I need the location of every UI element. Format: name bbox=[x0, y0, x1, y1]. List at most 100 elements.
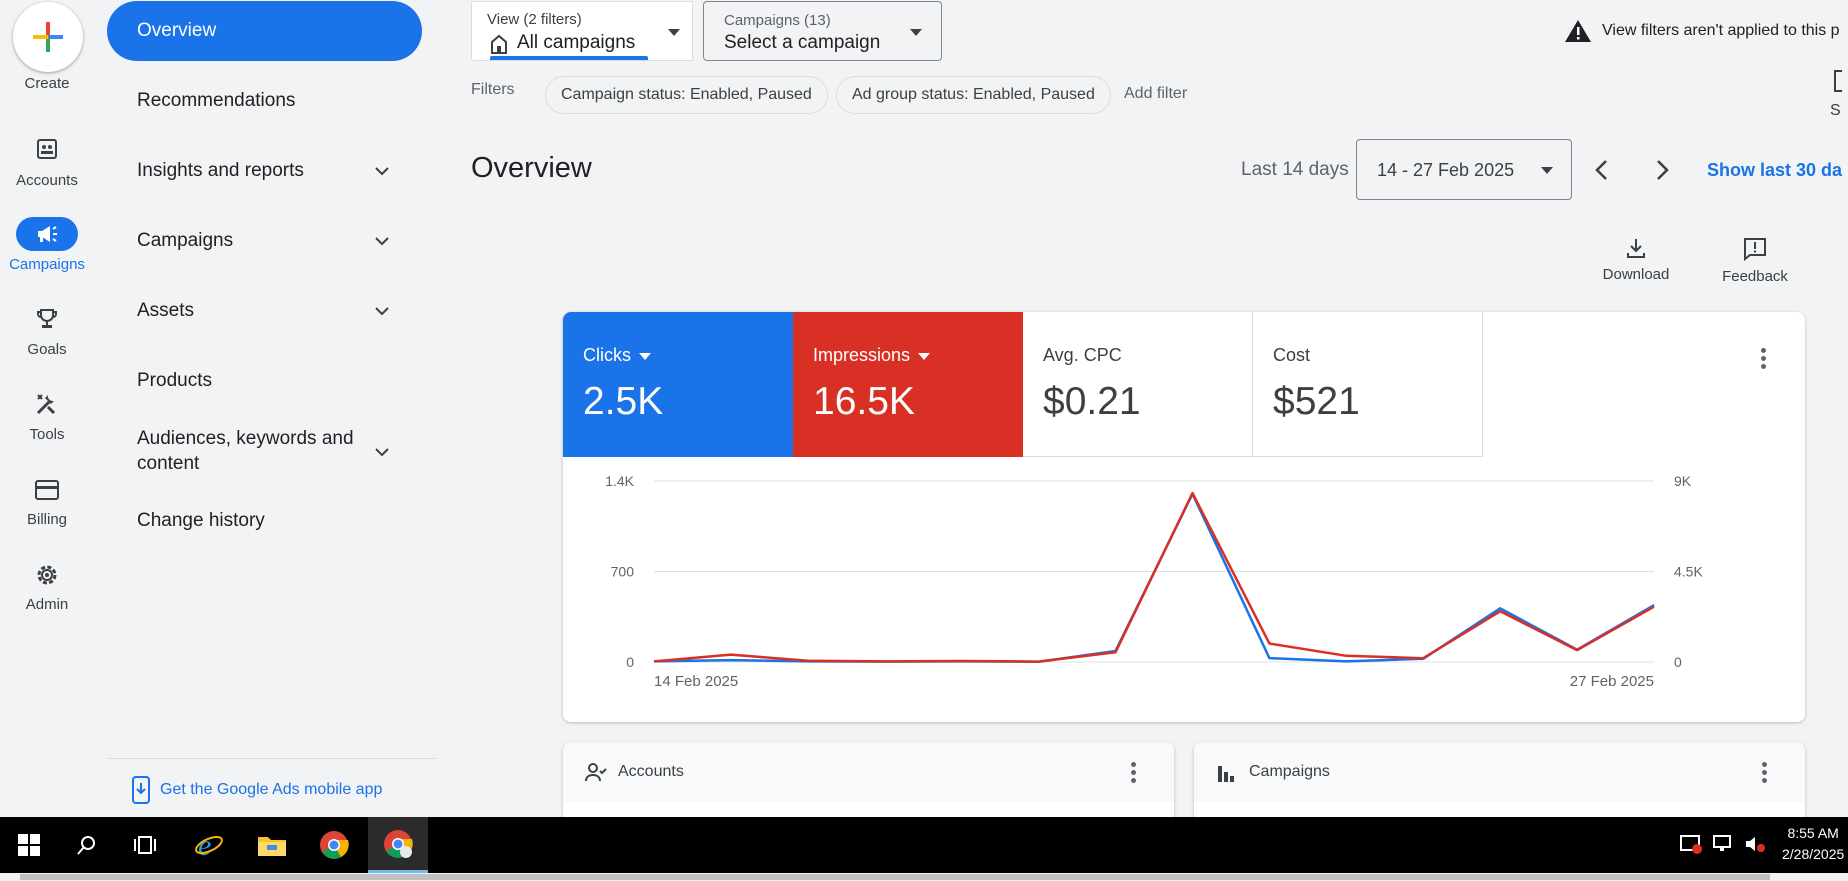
create-button[interactable] bbox=[13, 2, 83, 72]
credit-card-icon[interactable] bbox=[31, 476, 63, 504]
caret-down-icon bbox=[910, 29, 922, 36]
feedback-label: Feedback bbox=[1722, 268, 1788, 285]
rail-item-goals[interactable]: Goals bbox=[27, 341, 67, 358]
campaigns-card-title: Campaigns bbox=[1249, 763, 1330, 780]
chevron-down-icon[interactable] bbox=[370, 159, 394, 183]
internet-explorer-icon[interactable]: e bbox=[180, 817, 238, 873]
volume-muted-icon[interactable] bbox=[1744, 834, 1766, 854]
horizontal-scrollbar[interactable] bbox=[0, 873, 1848, 881]
rail-item-tools[interactable]: Tools bbox=[29, 426, 65, 443]
metric-clicks[interactable]: Clicks 2.5K bbox=[563, 312, 793, 457]
building-icon bbox=[491, 34, 507, 54]
campaign-select-value: Select a campaign bbox=[724, 32, 881, 53]
file-explorer-icon[interactable] bbox=[243, 817, 301, 873]
metric-impressions[interactable]: Impressions 16.5K bbox=[793, 312, 1023, 457]
x-tick-label: 27 Feb 2025 bbox=[1570, 673, 1654, 690]
filter-chip-ad-group-status[interactable]: Ad group status: Enabled, Paused bbox=[836, 76, 1111, 114]
task-view-icon[interactable] bbox=[116, 817, 174, 873]
windows-taskbar: e 8:55 AM 2/28/2025 bbox=[0, 817, 1848, 873]
date-range-value: 14 - 27 Feb 2025 bbox=[1377, 160, 1515, 180]
download-icon bbox=[1627, 239, 1645, 258]
scrollbar-thumb[interactable] bbox=[20, 874, 1770, 880]
show-last-30-days-link[interactable]: Show last 30 da bbox=[1707, 160, 1843, 180]
tools-icon[interactable] bbox=[31, 390, 63, 418]
download-button[interactable]: Download bbox=[1591, 236, 1681, 283]
mobile-app-label[interactable]: Get the Google Ads mobile app bbox=[160, 781, 383, 798]
nav-item-change-history[interactable]: Change history bbox=[137, 510, 265, 531]
more-vert-icon[interactable] bbox=[1762, 762, 1768, 784]
tray-icons bbox=[1680, 834, 1766, 854]
feedback-icon bbox=[1744, 238, 1766, 262]
x-tick-label: 14 Feb 2025 bbox=[654, 673, 738, 690]
performance-chart-card: Clicks 2.5K Impressions 16.5K Avg. CPC $… bbox=[563, 312, 1805, 722]
nav-item-recommendations[interactable]: Recommendations bbox=[137, 90, 296, 111]
view-filter-count: View (2 filters) bbox=[487, 11, 582, 28]
view-filter-underline bbox=[490, 56, 648, 60]
filter-chip-campaign-status[interactable]: Campaign status: Enabled, Paused bbox=[545, 76, 828, 114]
clock-date: 2/28/2025 bbox=[1782, 846, 1845, 862]
bar-chart-icon bbox=[1218, 766, 1234, 782]
feedback-button[interactable]: Feedback bbox=[1710, 236, 1800, 285]
svg-text:e: e bbox=[198, 830, 211, 860]
chrome-icon[interactable] bbox=[305, 817, 363, 873]
download-label: Download bbox=[1602, 266, 1670, 283]
view-filter-dropdown[interactable]: View (2 filters) All campaigns bbox=[471, 1, 693, 61]
nav-item-campaigns[interactable]: Campaigns bbox=[137, 230, 234, 251]
series-line-clicks bbox=[653, 492, 1655, 663]
y-left-tick-label: 0 bbox=[626, 654, 634, 670]
caret-down-icon bbox=[1541, 167, 1553, 174]
y-right-tick-label: 4.5K bbox=[1674, 564, 1703, 580]
chrome-profile-icon[interactable] bbox=[368, 817, 428, 873]
security-alert-icon[interactable] bbox=[1680, 834, 1702, 854]
campaigns-card: Campaigns bbox=[1194, 742, 1805, 817]
add-filter-button[interactable]: Add filter bbox=[1124, 85, 1188, 102]
system-clock[interactable]: 8:55 AM 2/28/2025 bbox=[1782, 823, 1844, 865]
chevron-down-icon[interactable] bbox=[370, 440, 394, 464]
chevron-right-icon[interactable] bbox=[1650, 156, 1674, 184]
campaign-select-dropdown[interactable]: Campaigns (13) Select a campaign bbox=[703, 1, 942, 61]
rail-item-accounts[interactable]: Accounts bbox=[16, 172, 78, 189]
accounts-card: Accounts bbox=[563, 742, 1174, 817]
series-line-impressions bbox=[653, 491, 1655, 663]
campaigns-megaphone-icon[interactable] bbox=[16, 217, 78, 251]
accounts-people-icon bbox=[585, 763, 607, 782]
nav-item-overview[interactable]: Overview bbox=[107, 1, 422, 61]
metric-impressions-name: Impressions bbox=[813, 345, 911, 365]
metric-impressions-value: 16.5K bbox=[813, 380, 915, 423]
segment-icon[interactable] bbox=[1834, 70, 1842, 92]
network-icon[interactable] bbox=[1712, 834, 1734, 854]
gear-icon[interactable] bbox=[31, 561, 63, 589]
nav-item-insights-and-reports[interactable]: Insights and reports bbox=[137, 160, 304, 181]
more-vert-icon[interactable] bbox=[1131, 762, 1137, 784]
line-chart: 0 0 700 4.5K 1.4K 9K 14 Feb 2025 27 Feb 2025 bbox=[605, 473, 1703, 690]
mobile-app-link[interactable]: Get the Google Ads mobile app bbox=[132, 776, 382, 804]
phone-download-icon bbox=[132, 776, 150, 804]
rail-item-campaigns[interactable]: Campaigns bbox=[9, 256, 85, 273]
metric-avg-cpc[interactable]: Avg. CPC $0.21 bbox=[1023, 312, 1253, 457]
view-filter-warning: View filters aren't applied to this p bbox=[1564, 19, 1840, 43]
clock-time: 8:55 AM bbox=[1787, 825, 1839, 841]
rail-item-admin[interactable]: Admin bbox=[25, 596, 69, 613]
chevron-down-icon[interactable] bbox=[370, 229, 394, 253]
warning-icon bbox=[1565, 20, 1591, 42]
trophy-icon[interactable] bbox=[31, 305, 63, 333]
rail-item-billing[interactable]: Billing bbox=[26, 511, 68, 528]
more-vert-icon[interactable] bbox=[1761, 348, 1767, 370]
chevron-left-icon[interactable] bbox=[1590, 156, 1614, 184]
warning-text: View filters aren't applied to this p bbox=[1602, 22, 1840, 39]
windows-start-icon[interactable] bbox=[0, 817, 58, 873]
segment-label[interactable]: S bbox=[1830, 102, 1841, 119]
date-range-picker[interactable]: 14 - 27 Feb 2025 bbox=[1356, 139, 1572, 200]
accounts-icon[interactable] bbox=[31, 135, 63, 163]
nav-item-products[interactable]: Products bbox=[137, 370, 212, 391]
search-icon[interactable] bbox=[58, 817, 116, 873]
chevron-down-icon[interactable] bbox=[370, 299, 394, 323]
metric-cost[interactable]: Cost $521 bbox=[1253, 312, 1483, 457]
nav-item-audiences-keywords-content[interactable]: Audiences, keywords and content bbox=[137, 428, 354, 474]
date-range-label: Last 14 days bbox=[1241, 159, 1349, 180]
accounts-card-title: Accounts bbox=[618, 763, 684, 780]
metric-cost-value: $521 bbox=[1273, 380, 1360, 423]
campaign-count: Campaigns (13) bbox=[724, 12, 831, 29]
y-left-tick-label: 1.4K bbox=[605, 473, 634, 489]
nav-item-assets[interactable]: Assets bbox=[137, 300, 195, 321]
